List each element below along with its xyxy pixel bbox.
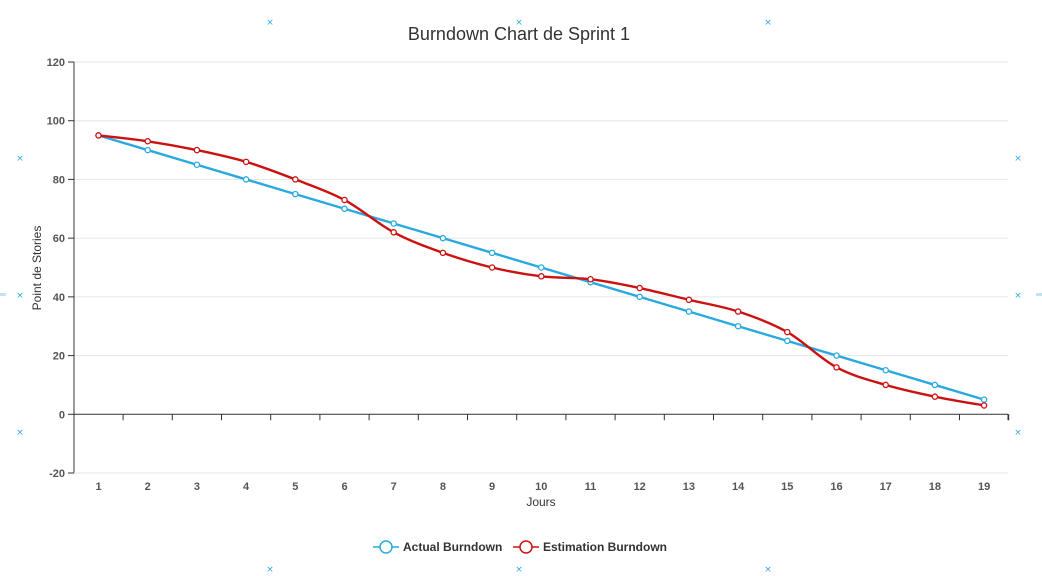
y-tick-label: -20	[49, 468, 65, 480]
resize-handle-icon[interactable]: ×	[16, 291, 24, 301]
resize-handle-icon[interactable]: ×	[266, 18, 274, 28]
resize-handle-icon[interactable]: ×	[1014, 291, 1022, 301]
data-point-actual[interactable]	[193, 161, 201, 168]
resize-handle-icon[interactable]: ×	[764, 18, 772, 28]
data-point-estimation[interactable]	[685, 296, 693, 304]
data-point-estimation[interactable]	[734, 308, 742, 315]
resize-handle-icon[interactable]: ×	[266, 565, 274, 575]
data-point-estimation[interactable]	[341, 196, 348, 204]
x-tick-label: 7	[391, 481, 397, 493]
x-tick-label: 8	[440, 481, 446, 493]
legend-label: Estimation Burndown	[543, 540, 667, 554]
resize-handle-icon[interactable]: ×	[1014, 428, 1022, 438]
data-point-actual[interactable]	[833, 352, 840, 359]
x-tick-label: 11	[585, 481, 597, 493]
y-tick-label: 0	[59, 409, 65, 421]
x-tick-label: 5	[292, 481, 298, 493]
data-point-actual[interactable]	[439, 234, 447, 242]
data-point-estimation[interactable]	[980, 402, 988, 409]
resize-handle-icon[interactable]: ×	[515, 18, 523, 28]
data-point-estimation[interactable]	[193, 146, 201, 154]
chart-title: Burndown Chart de Sprint 1	[408, 24, 630, 44]
data-point-estimation[interactable]	[833, 364, 840, 371]
data-point-estimation[interactable]	[95, 132, 102, 139]
series	[95, 132, 988, 409]
y-tick-label: 80	[53, 174, 65, 186]
edge-marker	[0, 293, 6, 296]
edge-marker	[1036, 293, 1042, 296]
legend-item-estimation[interactable]: Estimation Burndown	[513, 540, 667, 554]
data-point-estimation[interactable]	[292, 176, 299, 183]
data-point-estimation[interactable]	[242, 158, 250, 166]
data-point-estimation[interactable]	[931, 393, 939, 400]
legend-label: Actual Burndown	[403, 540, 502, 554]
x-tick-label: 9	[489, 481, 495, 493]
resize-handle-icon[interactable]: ×	[16, 154, 24, 164]
data-point-estimation[interactable]	[488, 264, 496, 271]
resize-handle-icon[interactable]: ×	[764, 565, 772, 575]
data-point-estimation[interactable]	[587, 275, 594, 283]
data-point-actual[interactable]	[882, 366, 889, 374]
x-tick-label: 2	[145, 481, 151, 493]
y-tick-label: 100	[47, 116, 65, 128]
x-tick-label: 16	[830, 481, 842, 493]
x-tick-label: 6	[341, 481, 347, 493]
x-tick-label: 3	[194, 481, 200, 493]
data-point-estimation[interactable]	[882, 381, 889, 389]
data-point-actual[interactable]	[538, 264, 545, 271]
x-axis-title: Jours	[526, 495, 555, 509]
data-point-estimation[interactable]	[636, 284, 643, 292]
data-point-estimation[interactable]	[784, 328, 791, 336]
data-point-actual[interactable]	[636, 293, 643, 301]
data-point-actual[interactable]	[144, 146, 151, 154]
y-tick-label: 20	[53, 351, 65, 363]
data-point-actual[interactable]	[685, 308, 693, 315]
data-point-actual[interactable]	[488, 249, 496, 257]
data-point-actual[interactable]	[341, 205, 348, 213]
x-tick-label: 1	[95, 481, 101, 493]
legend-marker-icon	[379, 540, 393, 554]
data-point-actual[interactable]	[390, 220, 397, 227]
data-point-actual[interactable]	[734, 322, 742, 330]
x-tick-label: 4	[243, 481, 250, 493]
x-tick-label: 18	[929, 481, 941, 493]
data-point-estimation[interactable]	[538, 273, 545, 280]
data-point-actual[interactable]	[784, 337, 791, 345]
x-tick-label: 12	[634, 481, 646, 493]
data-point-estimation[interactable]	[390, 229, 397, 236]
legend-item-actual[interactable]: Actual Burndown	[373, 540, 502, 554]
resize-handle-icon[interactable]: ×	[1014, 154, 1022, 164]
x-tick-label: 15	[781, 481, 793, 493]
x-tick-label: 19	[978, 481, 990, 493]
x-tick-label: 13	[683, 481, 695, 493]
data-point-estimation[interactable]	[144, 138, 151, 145]
selection-handles: × × × × × × × × × × × ×	[0, 18, 1042, 575]
legend-marker-icon	[519, 540, 533, 554]
y-tick-label: 40	[53, 292, 65, 304]
resize-handle-icon[interactable]: ×	[16, 428, 24, 438]
resize-handle-icon[interactable]: ×	[515, 565, 523, 575]
y-tick-label: 120	[47, 57, 65, 69]
legend: Actual Burndown Estimation Burndown	[373, 540, 667, 554]
y-axis-title: Point de Stories	[30, 226, 44, 311]
x-tick-label: 17	[880, 481, 892, 493]
data-point-actual[interactable]	[931, 381, 939, 389]
data-point-actual[interactable]	[292, 190, 299, 198]
data-point-actual[interactable]	[242, 176, 250, 183]
y-tick-label: 60	[53, 233, 65, 245]
x-tick-label: 14	[732, 481, 745, 493]
data-point-estimation[interactable]	[439, 249, 447, 257]
x-tick-label: 10	[535, 481, 547, 493]
data-point-actual[interactable]	[980, 396, 988, 403]
